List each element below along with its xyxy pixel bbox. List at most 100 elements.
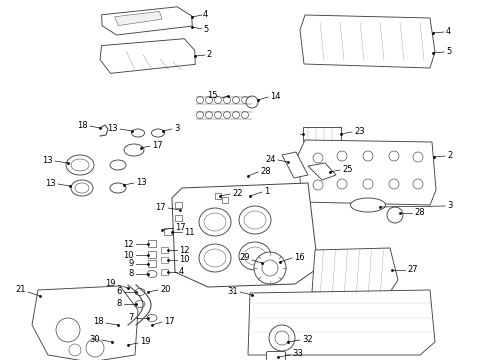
Text: 19: 19 xyxy=(140,338,150,346)
Polygon shape xyxy=(308,163,336,180)
Text: 19: 19 xyxy=(105,279,116,288)
Circle shape xyxy=(196,96,203,104)
Text: 4: 4 xyxy=(203,9,208,18)
Text: 13: 13 xyxy=(46,179,56,188)
Bar xyxy=(175,202,182,208)
Circle shape xyxy=(363,151,373,161)
Text: 20: 20 xyxy=(160,284,171,293)
Text: 30: 30 xyxy=(89,334,100,343)
Ellipse shape xyxy=(147,315,157,321)
Polygon shape xyxy=(312,248,398,295)
Text: 8: 8 xyxy=(129,270,134,279)
Text: 13: 13 xyxy=(42,156,53,165)
Text: 28: 28 xyxy=(414,207,425,216)
Bar xyxy=(161,247,168,253)
Bar xyxy=(161,269,168,275)
Bar xyxy=(148,260,156,267)
Text: 3: 3 xyxy=(174,123,179,132)
Text: 3: 3 xyxy=(447,201,452,210)
Text: 31: 31 xyxy=(227,287,238,296)
Circle shape xyxy=(337,179,347,189)
Text: 13: 13 xyxy=(107,123,118,132)
Polygon shape xyxy=(282,152,308,178)
Text: 10: 10 xyxy=(123,251,134,260)
Ellipse shape xyxy=(110,160,126,170)
Ellipse shape xyxy=(71,159,89,171)
Text: 8: 8 xyxy=(117,300,122,309)
Ellipse shape xyxy=(151,129,165,137)
Ellipse shape xyxy=(71,180,93,196)
Text: 2: 2 xyxy=(447,150,452,159)
Polygon shape xyxy=(101,7,192,35)
Text: 9: 9 xyxy=(129,260,134,269)
Circle shape xyxy=(242,112,248,118)
Ellipse shape xyxy=(131,129,145,137)
Circle shape xyxy=(69,344,81,356)
Circle shape xyxy=(389,179,399,189)
Text: 25: 25 xyxy=(342,165,352,174)
Text: 6: 6 xyxy=(117,288,122,297)
Circle shape xyxy=(196,112,203,118)
Circle shape xyxy=(223,96,230,104)
FancyBboxPatch shape xyxy=(267,351,286,360)
Text: 5: 5 xyxy=(446,46,451,55)
Circle shape xyxy=(232,96,240,104)
Polygon shape xyxy=(300,15,435,68)
Ellipse shape xyxy=(350,198,386,212)
Circle shape xyxy=(337,151,347,161)
Text: 1: 1 xyxy=(264,186,269,195)
Text: 17: 17 xyxy=(155,202,166,212)
Ellipse shape xyxy=(204,249,226,267)
Circle shape xyxy=(313,153,323,163)
Circle shape xyxy=(215,112,221,118)
Text: 13: 13 xyxy=(136,177,147,186)
Text: 21: 21 xyxy=(16,285,26,294)
Text: 18: 18 xyxy=(77,121,88,130)
Text: 10: 10 xyxy=(179,256,190,265)
Text: 11: 11 xyxy=(184,228,195,237)
Text: 33: 33 xyxy=(292,350,303,359)
Ellipse shape xyxy=(199,208,231,236)
Circle shape xyxy=(254,252,286,284)
Text: 17: 17 xyxy=(164,316,174,325)
Circle shape xyxy=(205,112,213,118)
Circle shape xyxy=(275,331,289,345)
Ellipse shape xyxy=(239,242,271,270)
Bar xyxy=(161,257,168,263)
Polygon shape xyxy=(32,286,138,360)
Text: 5: 5 xyxy=(203,24,208,33)
Text: 28: 28 xyxy=(260,166,270,176)
Circle shape xyxy=(56,318,80,342)
Ellipse shape xyxy=(135,288,145,296)
Text: 16: 16 xyxy=(294,252,305,261)
Ellipse shape xyxy=(75,183,89,193)
Text: 22: 22 xyxy=(232,189,243,198)
Ellipse shape xyxy=(204,213,226,231)
Ellipse shape xyxy=(135,301,145,307)
Text: 2: 2 xyxy=(206,50,211,59)
Circle shape xyxy=(86,339,104,357)
Ellipse shape xyxy=(244,247,266,265)
Circle shape xyxy=(223,112,230,118)
Polygon shape xyxy=(298,140,436,205)
Text: 17: 17 xyxy=(152,140,163,149)
Ellipse shape xyxy=(147,270,157,278)
Text: 24: 24 xyxy=(266,154,276,163)
Ellipse shape xyxy=(239,206,271,234)
Polygon shape xyxy=(115,12,162,26)
Polygon shape xyxy=(100,39,195,73)
Text: 4: 4 xyxy=(446,27,451,36)
Circle shape xyxy=(205,96,213,104)
Text: 27: 27 xyxy=(407,265,417,274)
Text: 7: 7 xyxy=(129,314,134,323)
Circle shape xyxy=(363,179,373,189)
Circle shape xyxy=(269,325,295,351)
Text: 23: 23 xyxy=(354,126,365,135)
Text: 17: 17 xyxy=(175,222,186,231)
Polygon shape xyxy=(172,183,318,287)
Circle shape xyxy=(313,180,323,190)
Bar xyxy=(215,193,221,199)
Circle shape xyxy=(389,151,399,161)
Bar xyxy=(164,228,172,235)
Text: 12: 12 xyxy=(179,246,190,255)
